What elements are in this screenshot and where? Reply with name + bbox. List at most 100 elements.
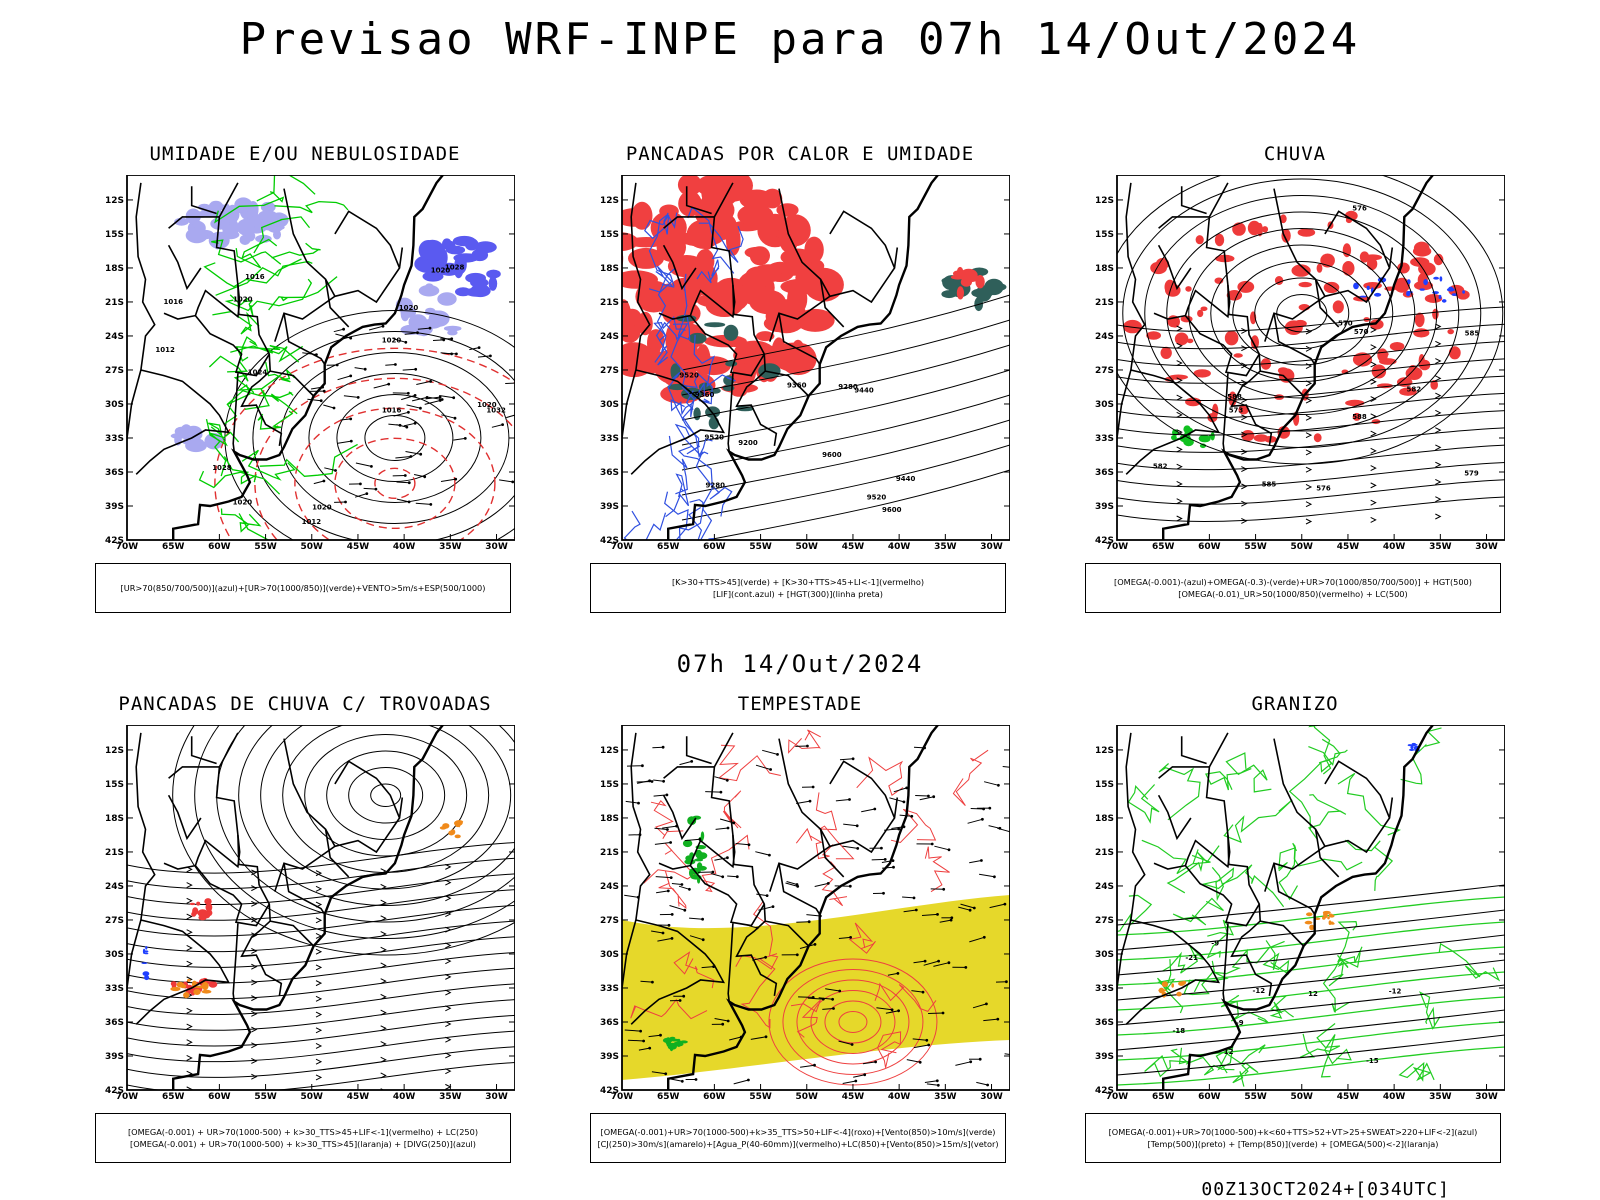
lat-label: 36S (1095, 468, 1114, 478)
panel-title: PANCADAS POR CALOR E UMIDADE (625, 143, 975, 165)
panel-title: TEMPESTADE (737, 693, 863, 715)
coastline (172, 725, 445, 1090)
lat-label: 27S (105, 366, 124, 376)
coastline (1162, 175, 1435, 540)
lon-label: 55W (749, 1092, 772, 1100)
contour-label: -12 (1389, 987, 1402, 995)
lon-label: 35W (439, 542, 462, 550)
lon-label: 50W (301, 1092, 324, 1100)
legend-line: [K>30+TTS>45](verde) + [K>30+TTS>45+LI<-… (671, 577, 925, 587)
lon-label: 70W (116, 1092, 139, 1100)
legend-box: [UR>70(850/700/500)](azul)+[UR>70(1000/8… (95, 563, 511, 613)
lon-label: 45W (347, 542, 370, 550)
map-frame: 12S 15S 18S 21S 24S 27S 30S 33S 36S 39S 42S 70W 65W 6… (95, 725, 515, 1100)
lat-label: 12S (1095, 746, 1114, 756)
lat-label: 33S (105, 434, 124, 444)
lon-label: 70W (611, 542, 634, 550)
contour-label: -15 (1366, 1057, 1379, 1065)
map-canvas: 588 582 576 570 585 582 576 573 570 579 585 588 12S 1… (1095, 175, 1505, 550)
contour-label: 1016 (164, 298, 184, 306)
lat-label: 39S (105, 1052, 124, 1062)
lat-label: 42S (600, 1086, 619, 1096)
contour-label: 9520 (679, 372, 699, 380)
lat-label: 27S (600, 366, 619, 376)
lat-label: 30S (600, 950, 619, 960)
lat-label: 30S (105, 950, 124, 960)
lon-label: 35W (934, 542, 957, 550)
contour-label: 1020 (399, 304, 419, 312)
coastline (1162, 725, 1435, 1090)
lat-label: 12S (105, 196, 124, 206)
legend-line: [UR>70(850/700/500)](azul)+[UR>70(1000/8… (120, 583, 486, 593)
lat-label: 15S (600, 780, 619, 790)
lat-label: 24S (600, 882, 619, 892)
map-border (1116, 725, 1505, 1091)
row-date-title: 07h 14/Out/2024 (676, 650, 924, 678)
lon-label: 65W (1152, 542, 1175, 550)
lon-label: 60W (1198, 1092, 1221, 1100)
lon-label: 45W (842, 542, 865, 550)
lat-label: 27S (1095, 366, 1114, 376)
lat-label: 30S (105, 400, 124, 410)
contour-label: 573 (1229, 407, 1244, 415)
lon-label: 65W (162, 542, 185, 550)
contour-label: 588 (1227, 393, 1242, 401)
map-frame: -9 -12 -12 -15 -18 -21 12 12 -9 12S 15S 18S 21S 24S 27… (1085, 725, 1505, 1100)
coastline (667, 175, 940, 540)
lat-label: 33S (600, 434, 619, 444)
lon-label: 45W (1337, 542, 1360, 550)
lat-label: 21S (1095, 848, 1114, 858)
lat-label: 15S (105, 780, 124, 790)
legend-line: [OMEGA(-0.001) + UR>70(1000-500) + k>30_… (127, 1127, 479, 1137)
lat-label: 33S (105, 984, 124, 994)
panel-title: CHUVA (1263, 143, 1327, 165)
lon-label: 65W (657, 1092, 680, 1100)
contour-label: 9600 (882, 506, 902, 514)
lon-label: 50W (1291, 542, 1314, 550)
legend-box: [OMEGA(-0.001)+UR>70(1000-500)+k>35_TTS>… (590, 1113, 1006, 1163)
lon-label: 70W (1106, 542, 1129, 550)
lat-label: 18S (1095, 814, 1114, 824)
lon-label: 35W (439, 1092, 462, 1100)
legend-line: [LIF](cont.azul) + [HGT(300)](linha pret… (712, 589, 884, 599)
lat-label: 18S (105, 814, 124, 824)
map-canvas: 1016 102010201020102010121016102410281032… (105, 175, 515, 550)
lon-label: 60W (703, 542, 726, 550)
contour-label: 1016 (245, 273, 265, 281)
legend-box: [K>30+TTS>45](verde) + [K>30+TTS>45+LI<-… (590, 563, 1006, 613)
panel-title: GRANIZO (1251, 693, 1339, 715)
lat-label: 36S (105, 1018, 124, 1028)
contour-label: 1032 (486, 407, 506, 415)
lat-label: 12S (600, 196, 619, 206)
contour-label: 9360 (787, 382, 807, 390)
lat-label: 24S (105, 882, 124, 892)
lon-label: 40W (888, 1092, 911, 1100)
map-canvas: 9600 9520 9600 9520 9440 9360 9280 9200 9440 9360… (600, 175, 1010, 550)
contour-label: 576 (1316, 484, 1331, 492)
contour-label: -9 (1236, 1019, 1244, 1027)
contour-label: -12 (1253, 987, 1266, 995)
lat-label: 30S (1095, 400, 1114, 410)
contour-label: 582 (1407, 386, 1422, 394)
lon-label: 30W (980, 1092, 1003, 1100)
lon-label: 40W (1383, 1092, 1406, 1100)
contour-label: 585 (1262, 481, 1277, 489)
map-frame: 9600 9520 9600 9520 9440 9360 9280 9200 9440 9360… (590, 175, 1010, 550)
map-border (621, 725, 1010, 1091)
lon-label: 40W (1383, 542, 1406, 550)
lon-label: 50W (796, 1092, 819, 1100)
contour-label: 9520 (867, 493, 887, 501)
contour-label: 585 (1465, 329, 1480, 337)
lat-label: 33S (1095, 434, 1114, 444)
lat-label: 18S (1095, 264, 1114, 274)
lon-label: 50W (796, 542, 819, 550)
contour-label: 1020 (431, 267, 451, 275)
lon-label: 50W (1291, 1092, 1314, 1100)
contour-label: 9600 (822, 451, 842, 459)
lat-label: 24S (600, 332, 619, 342)
lat-label: 33S (600, 984, 619, 994)
lon-label: 55W (254, 542, 277, 550)
map-canvas: -9 -12 -12 -15 -18 -21 12 12 -9 12S 15S 18S 21S 24S 27… (1095, 725, 1505, 1100)
contour-label: 9360 (695, 391, 715, 399)
lon-label: 55W (1244, 542, 1267, 550)
